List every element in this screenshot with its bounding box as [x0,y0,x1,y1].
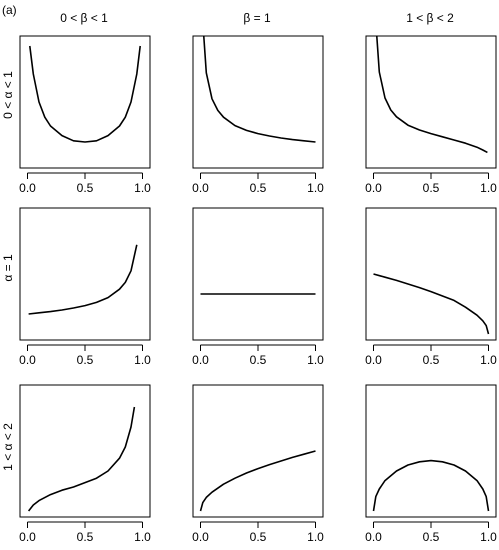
x-tick-label: 0.5 [77,353,94,367]
plot-frame [19,35,151,169]
density-curve [372,459,490,512]
density-curve [28,244,138,315]
x-tick-label: 0.0 [19,353,36,367]
row-header-2: α = 1 [1,254,15,282]
row-header-1: 0 < α < 1 [1,71,15,119]
plot-frame [192,207,324,341]
density-curve [27,406,136,512]
panel-r3-c1: 0.0 0.5 1.0 [19,384,151,544]
x-tick-label: 0.0 [192,181,209,195]
panel-r1-c1: 0.0 0.5 1.0 [19,35,151,195]
panel-r2-c2: 0.0 0.5 1.0 [192,207,324,367]
x-tick-label: 0.0 [19,181,36,195]
density-curve [199,450,316,512]
plot-frame [19,207,151,341]
x-tick-label: 0.5 [423,181,440,195]
column-header-1: 0 < β < 1 [60,11,108,25]
x-tick-label: 1.0 [480,353,497,367]
x-tick-label: 0.5 [250,353,267,367]
panel-label: (a) [2,3,17,17]
column-header-3: 1 < β < 2 [406,11,454,25]
x-tick-label: 0.5 [250,530,267,544]
x-tick-label: 1.0 [480,530,497,544]
plot-frame [19,384,151,518]
x-tick-label: 0.5 [77,181,94,195]
plot-frame [192,35,324,169]
plot-frame [365,207,497,341]
plot-frame [192,384,324,518]
panel-r3-c2: 0.0 0.5 1.0 [192,384,324,544]
density-curve [29,45,141,143]
panel-r2-c1: 0.0 0.5 1.0 [19,207,151,367]
panel-r2-c3: 0.0 0.5 1.0 [365,207,497,367]
x-tick-label: 1.0 [134,353,151,367]
panel-grid: 0.0 0.5 1.0 0.0 0.5 1.0 0.0 0.5 1.00.0 0.5 1.0 0.0 0… [19,35,497,544]
panel-r1-c3: 0.0 0.5 1.0 [365,35,497,195]
plot-frame [365,384,497,518]
x-tick-label: 0.0 [365,353,382,367]
x-tick-label: 0.5 [77,530,94,544]
x-tick-label: 0.0 [192,353,209,367]
x-tick-label: 0.0 [365,530,382,544]
x-tick-label: 0.5 [423,353,440,367]
x-tick-label: 0.5 [423,530,440,544]
x-tick-label: 0.0 [365,181,382,195]
x-tick-label: 1.0 [134,530,151,544]
x-tick-label: 1.0 [134,181,151,195]
x-tick-label: 1.0 [307,353,324,367]
panel-r3-c3: 0.0 0.5 1.0 [365,384,497,544]
x-tick-label: 0.0 [192,530,209,544]
x-tick-label: 1.0 [307,530,324,544]
column-header-2: β = 1 [243,11,271,25]
x-tick-label: 0.5 [250,181,267,195]
density-curve [373,273,490,335]
x-tick-label: 1.0 [480,181,497,195]
x-tick-label: 0.0 [19,530,36,544]
density-curve [202,36,316,143]
row-header-3: 1 < α < 2 [1,423,15,471]
plot-frame [365,35,497,169]
density-curve [375,36,488,154]
panel-r1-c2: 0.0 0.5 1.0 [192,35,324,195]
x-tick-label: 1.0 [307,181,324,195]
